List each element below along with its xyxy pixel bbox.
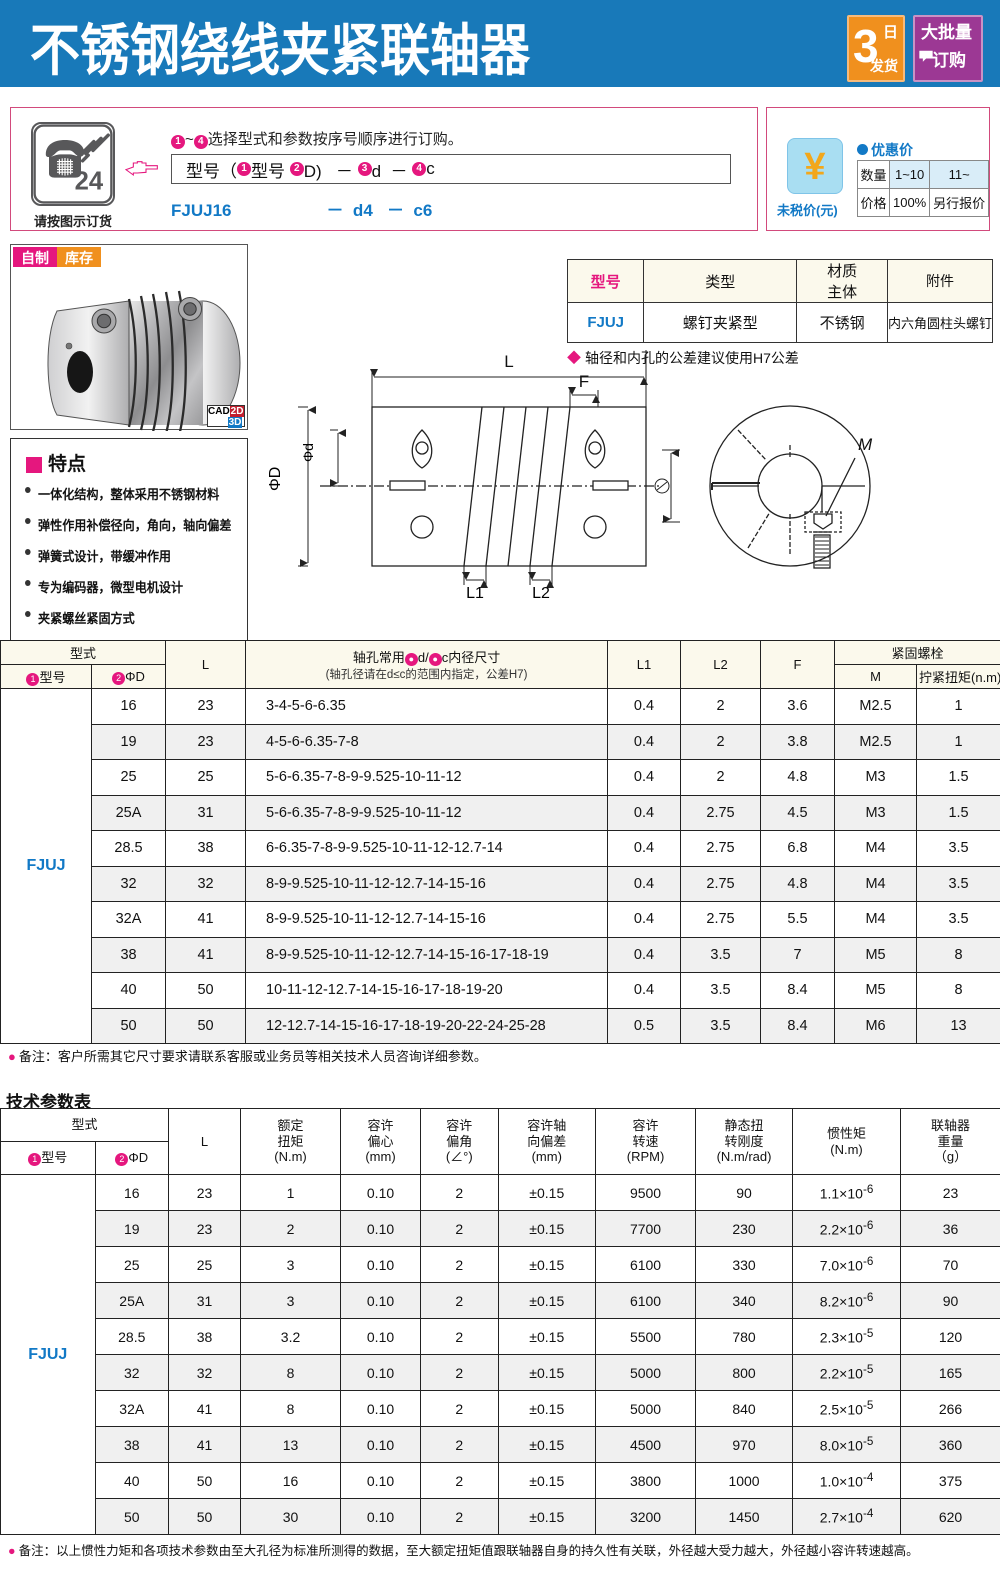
svg-text:M: M	[858, 435, 873, 454]
svg-text:F: F	[579, 372, 589, 391]
svg-text:24: 24	[75, 168, 104, 196]
svg-text:L2: L2	[532, 585, 550, 600]
svg-text:L1: L1	[466, 585, 484, 600]
svg-text:L: L	[504, 352, 513, 371]
svg-text:ΦD: ΦD	[267, 467, 284, 491]
svg-text:Φd: Φd	[300, 443, 316, 462]
